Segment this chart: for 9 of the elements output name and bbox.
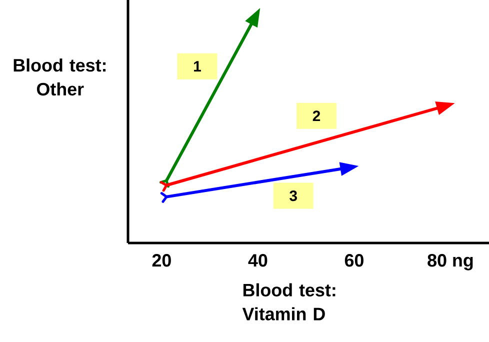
series-label: 1 [194, 61, 201, 72]
y-axis-title: Blood test: Other [14, 58, 106, 96]
x-tick-label: 60 [344, 254, 364, 267]
series-label: 3 [290, 190, 297, 202]
series-label: 2 [312, 110, 320, 122]
x-tick-label: 80 ng [428, 254, 473, 270]
x-axis-title: Blood test: Vitamin D [242, 283, 336, 320]
x-tick-label: 20 [152, 254, 171, 267]
x-tick-label: 40 [248, 254, 268, 267]
